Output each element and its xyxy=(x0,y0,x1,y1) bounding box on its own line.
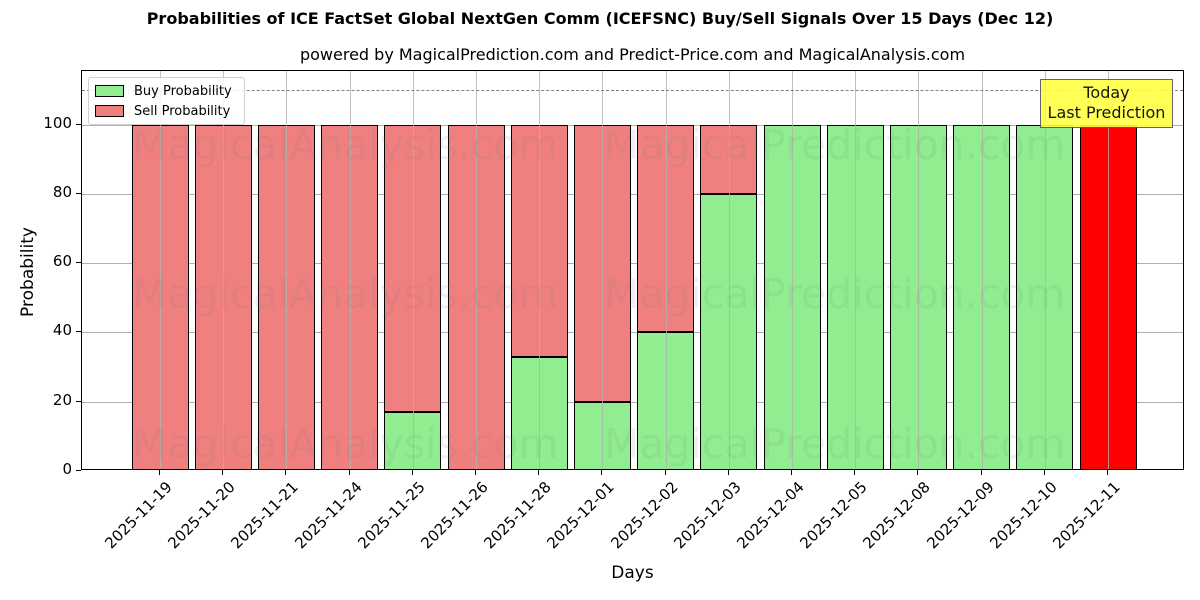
gridline-v xyxy=(349,71,351,469)
annotation-line1: Today xyxy=(1083,83,1130,102)
reference-line xyxy=(82,90,1183,92)
gridline-v xyxy=(412,71,414,469)
gridline-v xyxy=(286,71,288,469)
x-tick-mark xyxy=(1107,470,1108,475)
sell-swatch-icon xyxy=(95,105,124,117)
y-tick-label: 40 xyxy=(52,321,72,340)
x-tick-mark xyxy=(664,470,666,475)
x-tick-mark xyxy=(348,470,350,475)
x-tick-mark xyxy=(159,470,160,475)
today-annotation: Today Last Prediction xyxy=(1040,79,1173,128)
gridline-h xyxy=(82,263,1183,265)
gridline-v xyxy=(160,71,161,469)
y-axis-title: Probability xyxy=(18,227,38,317)
gridline-h xyxy=(82,401,1183,403)
y-tick-mark xyxy=(76,123,81,125)
gridline-v xyxy=(918,71,920,469)
y-tick-label: 60 xyxy=(52,252,72,271)
gridline-v xyxy=(1108,71,1109,469)
gridline-v xyxy=(1044,71,1046,469)
y-tick-mark xyxy=(76,470,81,471)
x-tick-mark xyxy=(917,470,919,475)
gridline-v xyxy=(539,71,541,469)
y-tick-label: 100 xyxy=(43,113,72,132)
gridline-v xyxy=(981,71,983,469)
gridline-v xyxy=(792,71,793,469)
x-tick-mark xyxy=(285,470,287,475)
legend-item-sell: Sell Probability xyxy=(95,103,230,119)
y-tick-label: 0 xyxy=(62,460,72,478)
y-tick-label: 80 xyxy=(52,182,72,201)
chart-title: Probabilities of ICE FactSet Global Next… xyxy=(146,9,1054,28)
legend-buy-label: Buy Probability xyxy=(134,83,232,99)
x-tick-mark xyxy=(475,470,476,475)
legend-item-buy: Buy Probability xyxy=(95,83,232,99)
gridline-h xyxy=(82,332,1183,334)
x-tick-mark xyxy=(538,470,540,475)
buy-swatch-icon xyxy=(95,85,124,97)
gridline-v xyxy=(476,71,477,469)
y-tick-label: 20 xyxy=(52,390,72,409)
x-tick-mark xyxy=(727,470,729,475)
x-axis-title: Days xyxy=(611,563,654,583)
annotation-line2: Last Prediction xyxy=(1047,103,1166,122)
y-tick-mark xyxy=(76,331,81,333)
x-tick-mark xyxy=(854,470,856,475)
x-tick-mark xyxy=(601,470,603,475)
legend-sell-label: Sell Probability xyxy=(134,103,231,119)
y-tick-mark xyxy=(76,262,81,264)
x-tick-mark xyxy=(222,470,224,475)
gridline-v xyxy=(728,71,730,469)
y-tick-mark xyxy=(76,192,81,194)
gridline-v xyxy=(602,71,604,469)
gridline-h xyxy=(82,124,1183,126)
chart-subtitle: powered by MagicalPrediction.com and Pre… xyxy=(299,45,966,64)
gridline-h xyxy=(82,193,1183,195)
legend: Buy Probability Sell Probability xyxy=(88,77,245,125)
x-tick-mark xyxy=(791,470,792,475)
x-tick-mark xyxy=(1043,470,1045,475)
x-tick-mark xyxy=(980,470,982,475)
gridline-v xyxy=(855,71,857,469)
x-tick-mark xyxy=(411,470,413,475)
plot-area: MagicalAnalysis.comMagicalPrediction.com… xyxy=(81,70,1184,470)
gridline-v xyxy=(223,71,225,469)
gridline-v xyxy=(665,71,667,469)
y-tick-mark xyxy=(76,400,81,402)
